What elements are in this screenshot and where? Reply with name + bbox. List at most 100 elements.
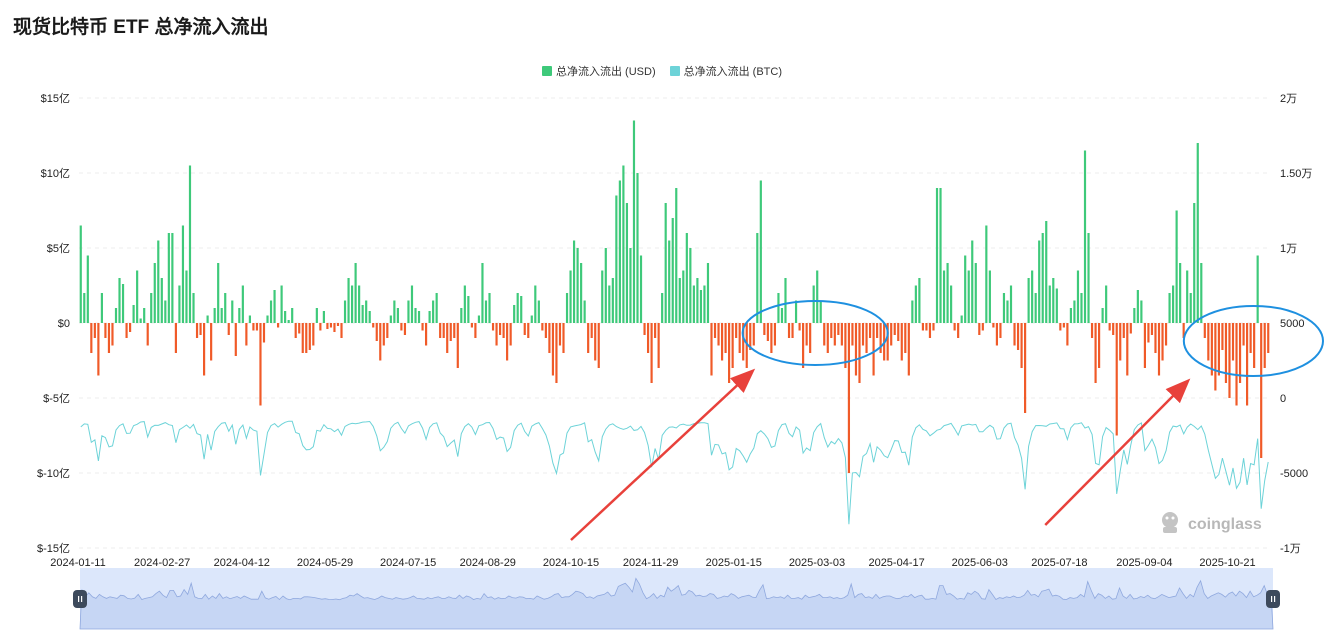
bar xyxy=(953,323,956,331)
bar xyxy=(1263,323,1266,368)
bar xyxy=(794,300,798,323)
bar xyxy=(1242,323,1245,346)
bar xyxy=(580,263,583,323)
bar xyxy=(361,305,364,323)
y-right-tick-label: 0 xyxy=(1280,393,1286,405)
bar xyxy=(1193,203,1196,323)
bar xyxy=(111,323,114,346)
y-right-tick-label: -1万 xyxy=(1280,543,1301,555)
bar xyxy=(868,323,872,338)
bar xyxy=(1217,323,1220,376)
bar xyxy=(950,285,953,323)
bar xyxy=(1073,300,1076,323)
bar xyxy=(572,240,576,323)
bar xyxy=(185,270,188,323)
bar xyxy=(245,323,248,346)
bar xyxy=(1157,323,1161,376)
bar xyxy=(1150,323,1154,335)
bar xyxy=(1087,233,1090,323)
bar xyxy=(604,248,607,323)
bar xyxy=(1016,323,1020,350)
bar xyxy=(252,323,255,331)
bar xyxy=(703,285,706,323)
bar xyxy=(1020,323,1023,368)
bar xyxy=(93,323,96,338)
bar xyxy=(664,203,667,323)
bar xyxy=(305,323,308,353)
annotation-ellipse xyxy=(1182,305,1324,377)
bar xyxy=(914,285,917,323)
bar xyxy=(735,323,738,338)
bar xyxy=(1094,323,1097,383)
bar xyxy=(809,323,812,353)
y-left-tick-label: $-5亿 xyxy=(43,392,70,405)
bar xyxy=(608,285,611,323)
bar xyxy=(766,323,769,341)
bar xyxy=(1024,323,1027,413)
bar xyxy=(770,323,773,353)
bar xyxy=(625,203,629,323)
bar xyxy=(301,323,304,353)
zoom-handle-right[interactable] xyxy=(1266,590,1280,608)
bar xyxy=(192,293,195,323)
bar xyxy=(773,323,777,346)
x-tick-label: 2024-10-15 xyxy=(543,557,599,569)
bar xyxy=(833,323,836,346)
bar xyxy=(1203,323,1206,338)
bar xyxy=(372,323,375,328)
bar xyxy=(1214,323,1217,391)
bar xyxy=(682,270,685,323)
bar xyxy=(844,323,847,368)
bar xyxy=(823,323,826,346)
annotation-arrow xyxy=(570,368,756,541)
bar xyxy=(960,315,963,323)
bar xyxy=(837,323,840,335)
legend-item-btc[interactable]: 总净流入流出 (BTC) xyxy=(669,63,782,79)
bar xyxy=(234,323,237,356)
bar xyxy=(661,293,664,323)
bar xyxy=(470,323,473,328)
y-right-tick-label: 5000 xyxy=(1280,318,1304,330)
watermark: coinglass xyxy=(1188,516,1262,533)
y-left-tick-label: $-10亿 xyxy=(37,467,70,480)
bar xyxy=(375,323,378,341)
bar xyxy=(336,323,340,326)
bar xyxy=(713,323,717,338)
bar xyxy=(1108,323,1111,331)
bar xyxy=(1119,323,1122,361)
bar xyxy=(453,323,456,338)
bar xyxy=(918,278,921,323)
y-axis-left: $15亿 $10亿 $5亿 $0 $-5亿 $-10亿 $-15亿 xyxy=(37,92,70,555)
bar xyxy=(999,323,1002,338)
bar xyxy=(129,323,132,332)
bar xyxy=(269,300,273,323)
legend-swatch-btc xyxy=(669,66,680,76)
bar xyxy=(728,323,731,383)
bar xyxy=(569,270,572,323)
bar xyxy=(315,308,318,323)
bar xyxy=(1147,323,1150,343)
bar xyxy=(865,323,868,353)
bar xyxy=(1112,323,1115,335)
bar xyxy=(851,323,854,346)
bar xyxy=(460,308,463,323)
x-tick-label: 2024-08-29 xyxy=(460,557,516,569)
bar xyxy=(1009,285,1013,323)
zoom-slider[interactable] xyxy=(73,568,1280,630)
bar xyxy=(143,308,146,323)
bar xyxy=(132,305,135,323)
bar xyxy=(153,263,156,323)
legend-item-usd[interactable]: 总净流入流出 (USD) xyxy=(542,63,656,79)
bar xyxy=(322,311,325,323)
bar xyxy=(893,323,896,335)
bar xyxy=(654,323,657,338)
bar xyxy=(643,323,646,335)
bar xyxy=(333,323,336,332)
bar xyxy=(83,293,86,323)
chart-legend: 总净流入流出 (USD) 总净流入流出 (BTC) xyxy=(0,63,1324,79)
zoom-handle-left[interactable] xyxy=(73,590,87,608)
bar xyxy=(587,323,590,353)
bar xyxy=(752,323,755,346)
bar xyxy=(1055,288,1058,323)
